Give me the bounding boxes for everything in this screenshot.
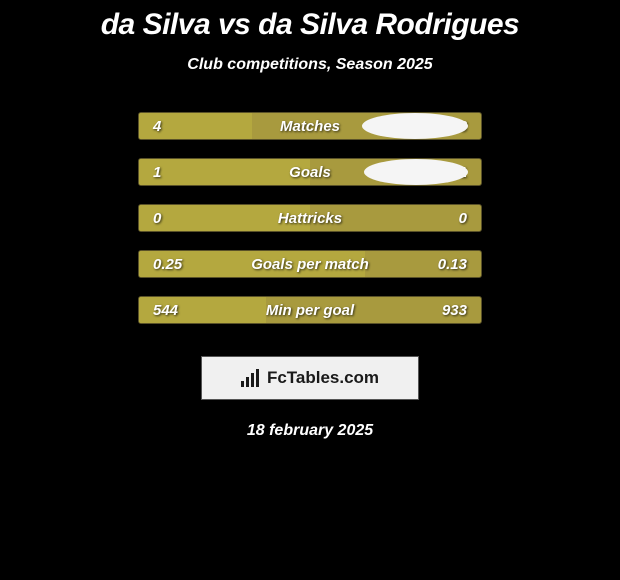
comparison-row: 4Matches8 — [138, 112, 482, 140]
stat-label: Goals — [289, 164, 331, 181]
comparison-row: 0 Hattricks 0 — [138, 204, 482, 232]
stat-value-left: 0.25 — [153, 256, 182, 273]
comparison-row: 0.25 Goals per match 0.13 — [138, 250, 482, 278]
stat-bar: 544 Min per goal 933 — [138, 296, 482, 324]
stat-label: Matches — [280, 118, 340, 135]
player-right-marker — [362, 113, 468, 139]
stat-value-right: 933 — [442, 302, 467, 319]
stat-bar-fill — [139, 159, 310, 185]
footer-date: 18 february 2025 — [247, 422, 373, 440]
comparison-rows: 4Matches81Goals10Hattricks00.25Goals per… — [138, 112, 482, 342]
stat-label: Min per goal — [266, 302, 354, 319]
comparison-row: 544 Min per goal 933 — [138, 296, 482, 324]
stat-value-left: 544 — [153, 302, 178, 319]
comparison-container: da Silva vs da Silva Rodrigues Club comp… — [0, 8, 620, 440]
stat-bar: 0 Hattricks 0 — [138, 204, 482, 232]
stat-label: Hattricks — [278, 210, 342, 227]
stat-value-right: 0.13 — [438, 256, 467, 273]
stat-value-left: 1 — [153, 164, 161, 181]
stat-bar: 0.25 Goals per match 0.13 — [138, 250, 482, 278]
comparison-row: 1Goals1 — [138, 158, 482, 186]
page-title: da Silva vs da Silva Rodrigues — [101, 8, 520, 42]
chart-icon — [241, 369, 261, 387]
branding-box: FcTables.com — [201, 356, 419, 400]
page-subtitle: Club competitions, Season 2025 — [187, 56, 432, 74]
stat-value-right: 0 — [459, 210, 467, 227]
stat-value-left: 4 — [153, 118, 161, 135]
stat-value-left: 0 — [153, 210, 161, 227]
player-right-marker — [364, 159, 468, 185]
stat-label: Goals per match — [251, 256, 369, 273]
branding-text: FcTables.com — [267, 368, 379, 388]
